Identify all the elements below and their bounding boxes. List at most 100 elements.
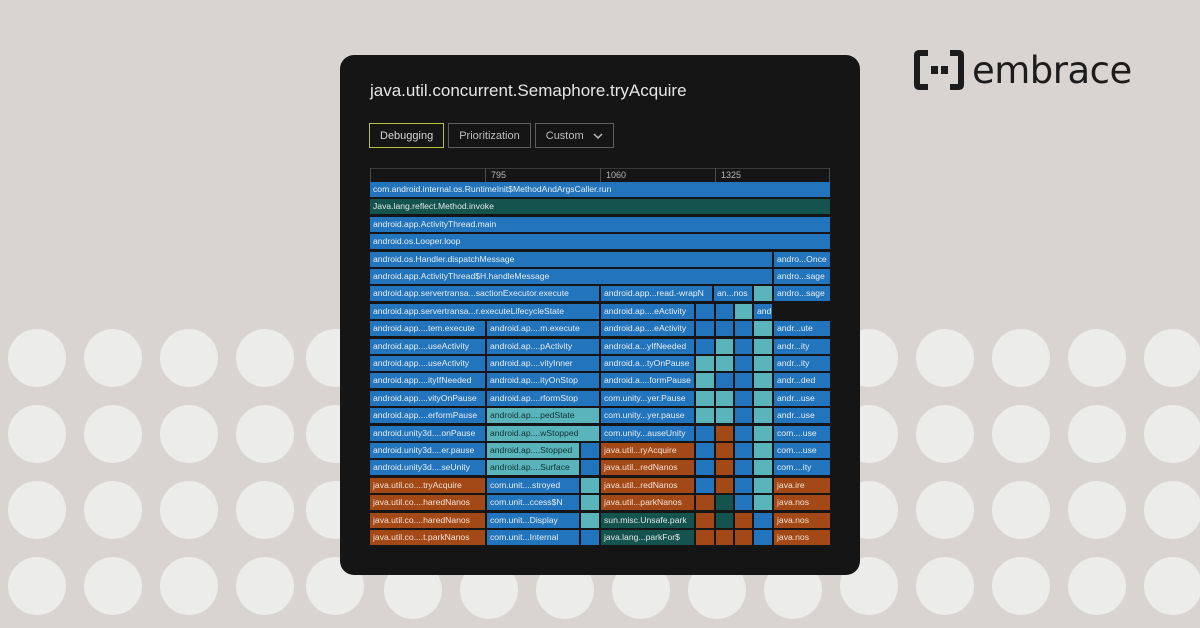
flame-frame[interactable]: com....use bbox=[774, 425, 830, 441]
flame-frame[interactable]: android.app....ityIfNeeded bbox=[370, 373, 485, 389]
flame-frame[interactable]: android.ap....ityOnStop bbox=[487, 373, 599, 389]
flame-frame[interactable]: android.app....vityOnPause bbox=[370, 390, 485, 406]
flame-frame[interactable] bbox=[581, 443, 599, 458]
flame-frame[interactable]: andr...ity bbox=[774, 356, 830, 371]
flame-frame[interactable]: android.ap....wStopped bbox=[487, 425, 599, 441]
flame-frame[interactable]: andr...use bbox=[774, 390, 830, 406]
flame-frame[interactable]: android.ap....vityInner bbox=[487, 356, 599, 371]
flame-frame[interactable]: android.app....useActivity bbox=[370, 356, 485, 371]
flame-frame[interactable] bbox=[716, 530, 733, 545]
flame-frame[interactable]: java.nos bbox=[774, 495, 830, 511]
flame-frame[interactable]: android.app.servertransa...r.executeLife… bbox=[370, 303, 599, 319]
flame-frame[interactable]: java.util...ryAcquire bbox=[601, 443, 694, 458]
flame-frame[interactable]: android.app....useActivity bbox=[370, 338, 485, 354]
tab-debugging[interactable]: Debugging bbox=[369, 123, 445, 148]
flame-frame[interactable]: java.util.co....haredNanos bbox=[370, 512, 485, 528]
flame-frame[interactable] bbox=[716, 303, 733, 319]
flame-frame[interactable] bbox=[735, 408, 752, 424]
flame-frame[interactable] bbox=[581, 495, 599, 511]
flame-frame[interactable]: android.ap....eActivity bbox=[601, 303, 694, 319]
flame-frame[interactable]: android.app....erformPause bbox=[370, 408, 485, 424]
flame-frame[interactable]: andro...sage bbox=[774, 269, 830, 284]
flame-frame[interactable]: android.a...yIfNeeded bbox=[601, 338, 694, 354]
flame-frame[interactable] bbox=[735, 530, 752, 545]
flame-frame[interactable]: android.ap....m.execute bbox=[487, 321, 599, 337]
tab-prioritization[interactable]: Prioritization bbox=[448, 123, 531, 148]
flame-frame[interactable]: com.unity...auseUnity bbox=[601, 425, 694, 441]
flame-frame[interactable] bbox=[716, 390, 733, 406]
flame-frame[interactable]: android.app.ActivityThread$H.handleMessa… bbox=[370, 269, 772, 284]
flame-frame[interactable] bbox=[735, 356, 752, 371]
flame-frame[interactable] bbox=[581, 530, 599, 545]
flame-frame[interactable]: sun.misc.Unsafe.park bbox=[601, 512, 694, 528]
flame-frame[interactable] bbox=[696, 373, 714, 389]
flame-frame[interactable]: java.lang...parkFor$ bbox=[601, 530, 694, 545]
flame-frame[interactable] bbox=[754, 460, 772, 476]
flame-frame[interactable] bbox=[754, 338, 772, 354]
flame-frame[interactable] bbox=[696, 303, 714, 319]
flame-frame[interactable]: android.ap....pedState bbox=[487, 408, 599, 424]
flame-frame[interactable] bbox=[735, 495, 752, 511]
flame-frame[interactable] bbox=[754, 286, 772, 302]
flame-frame[interactable]: com.unit...ccess$N bbox=[487, 495, 579, 511]
flame-frame[interactable]: com.android.internal.os.RuntimeInit$Meth… bbox=[370, 182, 830, 197]
flame-frame[interactable] bbox=[716, 408, 733, 424]
flame-frame[interactable]: java.util...redNanos bbox=[601, 460, 694, 476]
flame-frame[interactable]: andr...ity bbox=[774, 338, 830, 354]
flame-frame[interactable] bbox=[581, 512, 599, 528]
flame-frame[interactable] bbox=[754, 373, 772, 389]
flame-frame[interactable] bbox=[581, 460, 599, 476]
flame-frame[interactable] bbox=[754, 356, 772, 371]
flame-frame[interactable] bbox=[696, 338, 714, 354]
flame-frame[interactable] bbox=[735, 512, 752, 528]
flame-frame[interactable] bbox=[754, 512, 772, 528]
flame-frame[interactable]: android.ap....pActivity bbox=[487, 338, 599, 354]
flame-frame[interactable] bbox=[716, 338, 733, 354]
flame-frame[interactable] bbox=[735, 477, 752, 493]
flame-frame[interactable]: andro...sage bbox=[774, 286, 830, 302]
flame-frame[interactable]: android.ap....Surface bbox=[487, 460, 579, 476]
flame-frame[interactable]: android.ap....rformStop bbox=[487, 390, 599, 406]
flame-frame[interactable] bbox=[696, 408, 714, 424]
flame-frame[interactable]: java.util.co....tryAcquire bbox=[370, 477, 485, 493]
flame-frame[interactable]: android.unity3d....seUnity bbox=[370, 460, 485, 476]
flame-frame[interactable] bbox=[754, 425, 772, 441]
flame-frame[interactable]: java.ire bbox=[774, 477, 830, 493]
flame-frame[interactable] bbox=[696, 512, 714, 528]
flame-frame[interactable]: com....ity bbox=[774, 460, 830, 476]
flame-frame[interactable]: andro...cute bbox=[754, 303, 772, 319]
flame-frame[interactable] bbox=[696, 443, 714, 458]
flame-frame[interactable] bbox=[754, 390, 772, 406]
flame-frame[interactable] bbox=[716, 321, 733, 337]
flame-frame[interactable]: java.util.co....t.parkNanos bbox=[370, 530, 485, 545]
flame-frame[interactable] bbox=[735, 443, 752, 458]
flame-frame[interactable]: andr...ded bbox=[774, 373, 830, 389]
flame-frame[interactable]: java.util.co....haredNanos bbox=[370, 495, 485, 511]
flame-frame[interactable]: android.ap....eActivity bbox=[601, 321, 694, 337]
flame-frame[interactable]: java.nos bbox=[774, 512, 830, 528]
flame-frame[interactable] bbox=[696, 530, 714, 545]
flame-frame[interactable]: android.a....formPause bbox=[601, 373, 694, 389]
flame-frame[interactable]: andro...Once bbox=[774, 251, 830, 267]
flame-frame[interactable] bbox=[735, 303, 752, 319]
flame-frame[interactable] bbox=[696, 321, 714, 337]
flame-frame[interactable] bbox=[716, 477, 733, 493]
flame-frame[interactable] bbox=[696, 390, 714, 406]
flame-frame[interactable] bbox=[754, 443, 772, 458]
flame-frame[interactable]: android.app...read.-wrapN bbox=[601, 286, 712, 302]
flame-frame[interactable]: com.unit....stroyed bbox=[487, 477, 579, 493]
flame-frame[interactable] bbox=[716, 512, 733, 528]
flame-frame[interactable]: com.unit...Internal bbox=[487, 530, 579, 545]
flame-frame[interactable]: android.unity3d....er.pause bbox=[370, 443, 485, 458]
flame-frame[interactable] bbox=[754, 495, 772, 511]
flame-frame[interactable] bbox=[754, 477, 772, 493]
flame-frame[interactable]: android.os.Looper.loop bbox=[370, 234, 830, 250]
flame-frame[interactable] bbox=[716, 425, 733, 441]
flame-frame[interactable]: android.app.ActivityThread.main bbox=[370, 216, 830, 232]
flame-frame[interactable]: com.unit...Display bbox=[487, 512, 579, 528]
flame-frame[interactable]: android.app.servertransa...sactionExecut… bbox=[370, 286, 599, 302]
flame-frame[interactable]: android.a...tyOnPause bbox=[601, 356, 694, 371]
flame-frame[interactable] bbox=[716, 460, 733, 476]
flame-frame[interactable]: java.nos bbox=[774, 530, 830, 545]
flame-frame[interactable] bbox=[716, 356, 733, 371]
